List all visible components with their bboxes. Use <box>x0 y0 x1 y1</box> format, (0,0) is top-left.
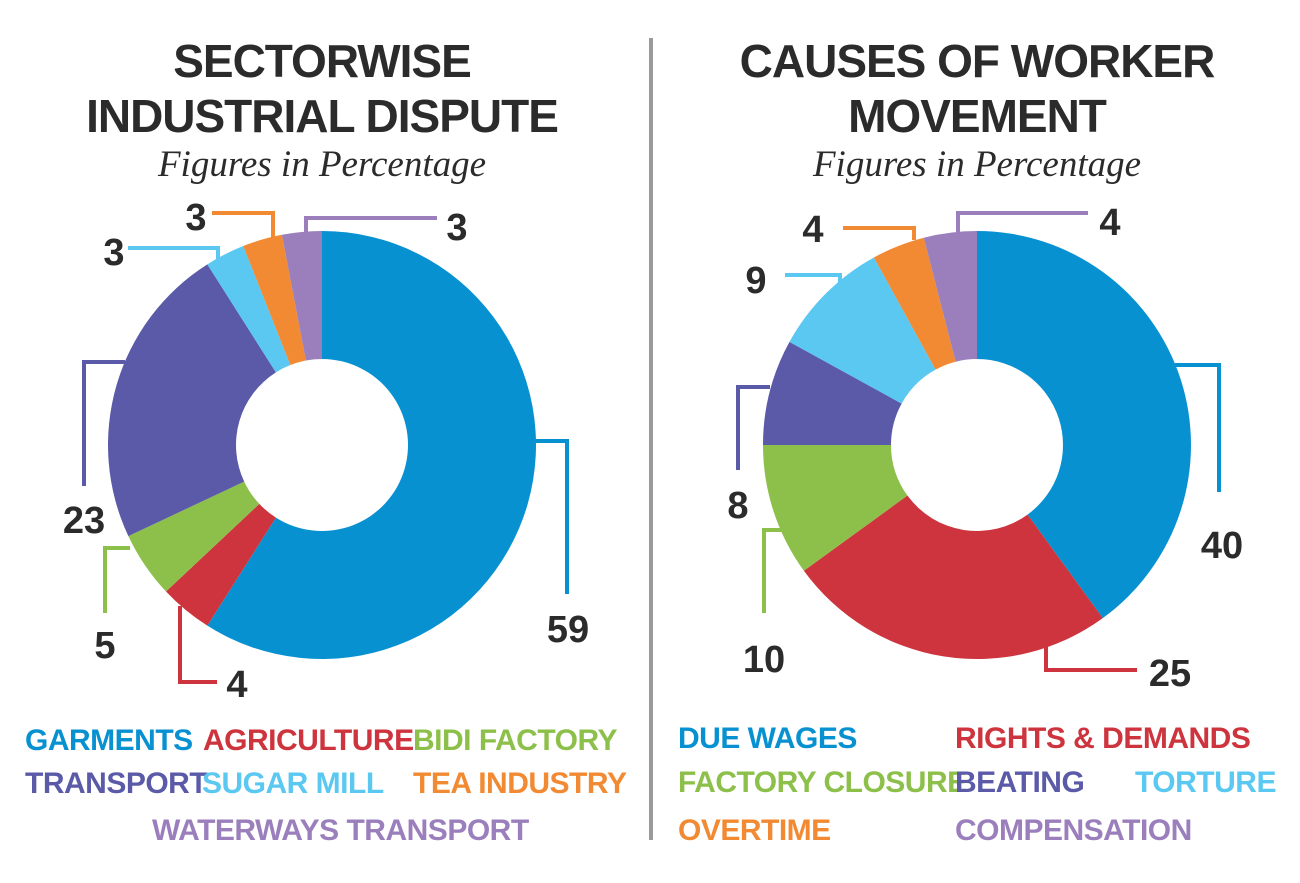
legend-item: WATERWAYS TRANSPORT <box>152 814 529 847</box>
pie-slice-tea-industry <box>243 234 306 366</box>
pie-slice-agriculture <box>166 503 276 626</box>
legend-item: DUE WAGES <box>678 722 857 755</box>
leader-line <box>304 216 437 232</box>
data-label: 3 <box>185 197 206 239</box>
data-label: 4 <box>802 209 823 251</box>
pie-slice-beating <box>762 341 902 445</box>
leader-line <box>1044 628 1137 672</box>
legend-item: RIGHTS & DEMANDS <box>955 722 1250 755</box>
data-label: 4 <box>1099 202 1120 244</box>
data-label: 4 <box>226 664 247 706</box>
leader-line <box>521 439 569 594</box>
leader-line <box>956 211 1088 232</box>
leader-line <box>212 211 275 240</box>
chart-title-line: SECTORWISE <box>173 35 471 87</box>
leader-line <box>128 246 220 262</box>
legend-item: OVERTIME <box>678 814 831 847</box>
legend-item: BEATING <box>955 766 1084 799</box>
leader-line <box>1175 363 1221 492</box>
chart-title-line: MOVEMENT <box>848 90 1107 142</box>
legend-item: TORTURE <box>1135 766 1276 799</box>
data-label: 3 <box>103 232 124 274</box>
data-label: 9 <box>745 260 766 302</box>
pie-slice-compensation <box>923 231 977 362</box>
legend-item: TRANSPORT <box>25 767 207 800</box>
data-label: 25 <box>1149 653 1191 695</box>
pie-slice-bidi-factory <box>128 481 260 592</box>
pie-slice-torture <box>789 257 936 404</box>
data-label: 40 <box>1201 525 1243 567</box>
chart-title-line: INDUSTRIAL DISPUTE <box>86 90 558 142</box>
leader-line <box>843 226 916 240</box>
data-label: 59 <box>547 609 589 651</box>
legend-item: AGRICULTURE <box>203 724 414 757</box>
pie-slice-overtime <box>873 237 956 370</box>
leader-line <box>178 606 217 684</box>
legend-item: TEA INDUSTRY <box>413 767 627 800</box>
legend-item: FACTORY CLOSURE <box>678 766 967 799</box>
pie-slice-due-wages <box>977 231 1191 619</box>
data-label: 10 <box>743 639 785 681</box>
pie-slice-rights-demands <box>803 495 1103 659</box>
pie-slice-waterways-transport <box>281 231 322 361</box>
legend-item: COMPENSATION <box>955 814 1192 847</box>
leader-line <box>103 546 130 613</box>
pie-slice-factory-closure <box>763 445 908 571</box>
leader-line <box>736 385 770 470</box>
pie-slice-sugar-mill <box>207 246 291 373</box>
chart-title-line: CAUSES OF WORKER <box>740 35 1215 87</box>
data-label: 3 <box>446 207 467 249</box>
chart-subtitle: Figures in Percentage <box>812 144 1141 185</box>
pie-slice-transport <box>107 264 276 537</box>
data-label: 5 <box>94 625 115 667</box>
legend-item: GARMENTS <box>25 724 193 757</box>
legend-item: BIDI FACTORY <box>413 724 618 757</box>
leader-line <box>762 528 797 613</box>
leader-line <box>82 360 125 486</box>
pie-slice-garments <box>207 231 536 659</box>
chart-subtitle: Figures in Percentage <box>157 144 486 185</box>
data-label: 8 <box>727 485 748 527</box>
legend-item: SUGAR MILL <box>202 767 384 800</box>
leader-line <box>785 273 842 297</box>
data-label: 23 <box>63 500 105 542</box>
